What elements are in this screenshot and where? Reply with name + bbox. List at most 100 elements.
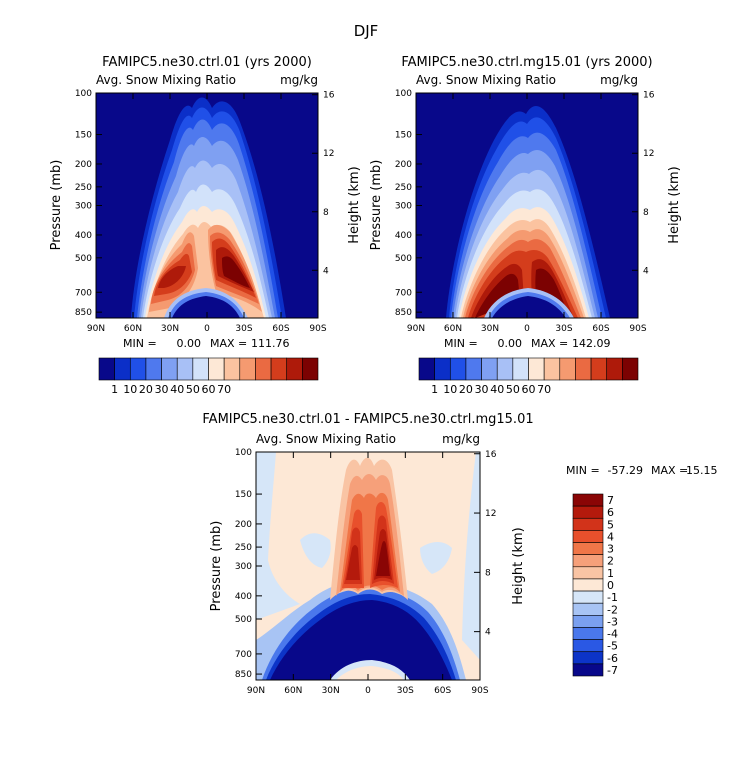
xtick-label: 30S	[555, 324, 572, 334]
panel-3-ylabel-right: Height (km)	[511, 527, 526, 604]
colorbar-swatch	[572, 615, 604, 628]
colorbar-swatch	[270, 357, 288, 381]
colorbar-swatch	[114, 357, 131, 381]
panel-2-stats: MIN = 0.00 MAX = 142.09	[444, 337, 611, 350]
ytick-label: 300	[395, 202, 412, 212]
colorbar-swatch	[572, 639, 604, 653]
colorbar-label: 3	[607, 543, 614, 556]
panel-1: FAMIPC5.ne30.ctrl.01 (yrs 2000) Avg. Sno…	[49, 55, 362, 396]
panel-2-subtitle: Avg. Snow Mixing Ratio	[416, 73, 556, 87]
ytick-label: 400	[75, 231, 92, 241]
p3-band-lightblue-mid	[300, 533, 452, 574]
colorbar-swatch	[434, 357, 451, 381]
ytick-right-label: 16	[485, 450, 497, 460]
colorbar-swatch	[192, 357, 209, 381]
ytick-label: 150	[75, 131, 92, 141]
panel-3-stats: MIN = -57.29 MAX = 15.15	[566, 464, 718, 477]
p1-min-value: 0.00	[177, 337, 202, 350]
colorbar-label: 20	[459, 383, 473, 396]
colorbar-label: 50	[506, 383, 520, 396]
colorbar-swatch	[98, 357, 115, 381]
colorbar-swatch	[465, 357, 482, 381]
ytick-right-label: 8	[323, 208, 329, 218]
ytick-label: 500	[235, 615, 252, 625]
colorbar-label: 50	[186, 383, 200, 396]
colorbar-swatch	[255, 357, 272, 381]
colorbar-swatch	[572, 627, 604, 640]
ytick-right-label: 4	[643, 266, 649, 276]
ytick-label: 700	[75, 288, 92, 298]
panel-2-colorbar: 1 10 20 30 40 50 60 70	[418, 357, 639, 396]
figure-title: DJF	[354, 22, 379, 40]
panel-2-ylabel: Pressure (mb)	[369, 160, 384, 251]
ytick-label: 500	[395, 254, 412, 264]
panel-1-ylabel: Pressure (mb)	[49, 160, 64, 251]
xtick-label: 90N	[407, 324, 425, 334]
colorbar-label: 10	[123, 383, 137, 396]
panel-3-units: mg/kg	[442, 432, 480, 446]
ytick-label: 150	[395, 131, 412, 141]
colorbar-swatch	[572, 590, 604, 604]
p1-max-label: MAX =	[210, 337, 247, 350]
ytick-label: 200	[75, 160, 92, 170]
colorbar-label: 40	[490, 383, 504, 396]
colorbar-swatch	[572, 542, 604, 555]
panel-1-axes: 90N 60N 30N 0 30S 60S 90S 100 150 200 250 300 400 500…	[75, 89, 335, 334]
colorbar-swatch	[223, 357, 241, 381]
xtick-label: 30N	[322, 686, 340, 696]
xtick-label: 90S	[629, 324, 646, 334]
p2-surface-blue-3	[492, 296, 566, 318]
colorbar-label: 70	[537, 383, 551, 396]
ytick-label: 400	[235, 592, 252, 602]
xtick-label: 0	[204, 324, 210, 334]
colorbar-label: -3	[607, 615, 618, 628]
colorbar-swatch	[418, 357, 435, 381]
colorbar-label: 30	[475, 383, 489, 396]
xtick-label: 60S	[592, 324, 609, 334]
xtick-label: 90N	[247, 686, 265, 696]
colorbar-label: 1	[431, 383, 438, 396]
xtick-label: 0	[365, 686, 371, 696]
p1-contour-13	[222, 256, 250, 288]
colorbar-swatch	[286, 357, 303, 381]
colorbar-swatch	[622, 357, 639, 381]
xtick-label: 30S	[235, 324, 252, 334]
p1-surface-blue-3	[172, 296, 240, 318]
ytick-label: 150	[235, 490, 252, 500]
colorbar-swatch	[449, 357, 467, 381]
colorbar-swatch	[512, 357, 529, 381]
colorbar-label: 20	[139, 383, 153, 396]
panel-3-subtitle: Avg. Snow Mixing Ratio	[256, 432, 396, 446]
colorbar-label: 5	[607, 518, 614, 531]
colorbar-swatch	[161, 357, 178, 381]
colorbar-swatch	[239, 357, 256, 381]
panel-1-title: FAMIPC5.ne30.ctrl.01 (yrs 2000)	[102, 55, 312, 70]
ytick-right-label: 4	[485, 628, 491, 638]
colorbar-swatch	[572, 651, 604, 665]
p2-max-value: 142.09	[572, 337, 611, 350]
xtick-label: 30S	[397, 686, 414, 696]
xtick-label: 90S	[471, 686, 488, 696]
panel-3: FAMIPC5.ne30.ctrl.01 - FAMIPC5.ne30.ctrl…	[202, 412, 717, 696]
colorbar-swatch	[572, 578, 604, 592]
colorbar-swatch	[543, 357, 561, 381]
p2-min-value: 0.00	[498, 337, 523, 350]
colorbar-label: -7	[607, 664, 618, 677]
colorbar-label: 0	[607, 579, 614, 592]
p3-surface-warm	[336, 666, 404, 680]
p1-min-label: MIN =	[123, 337, 157, 350]
ytick-label: 850	[395, 308, 412, 318]
ytick-label: 400	[395, 231, 412, 241]
colorbar-swatch	[145, 357, 162, 381]
panel-2-title: FAMIPC5.ne30.ctrl.mg15.01 (yrs 2000)	[401, 55, 652, 70]
panel-1-subtitle: Avg. Snow Mixing Ratio	[96, 73, 236, 87]
ytick-label: 850	[235, 670, 252, 680]
panel-3-field	[256, 452, 480, 680]
xtick-label: 60N	[124, 324, 142, 334]
panel-2-ylabel-right: Height (km)	[667, 166, 682, 243]
p3-max-value: 15.15	[686, 464, 718, 477]
colorbar-label: -1	[607, 591, 618, 604]
xtick-label: 60S	[272, 324, 289, 334]
colorbar-swatch	[606, 357, 623, 381]
